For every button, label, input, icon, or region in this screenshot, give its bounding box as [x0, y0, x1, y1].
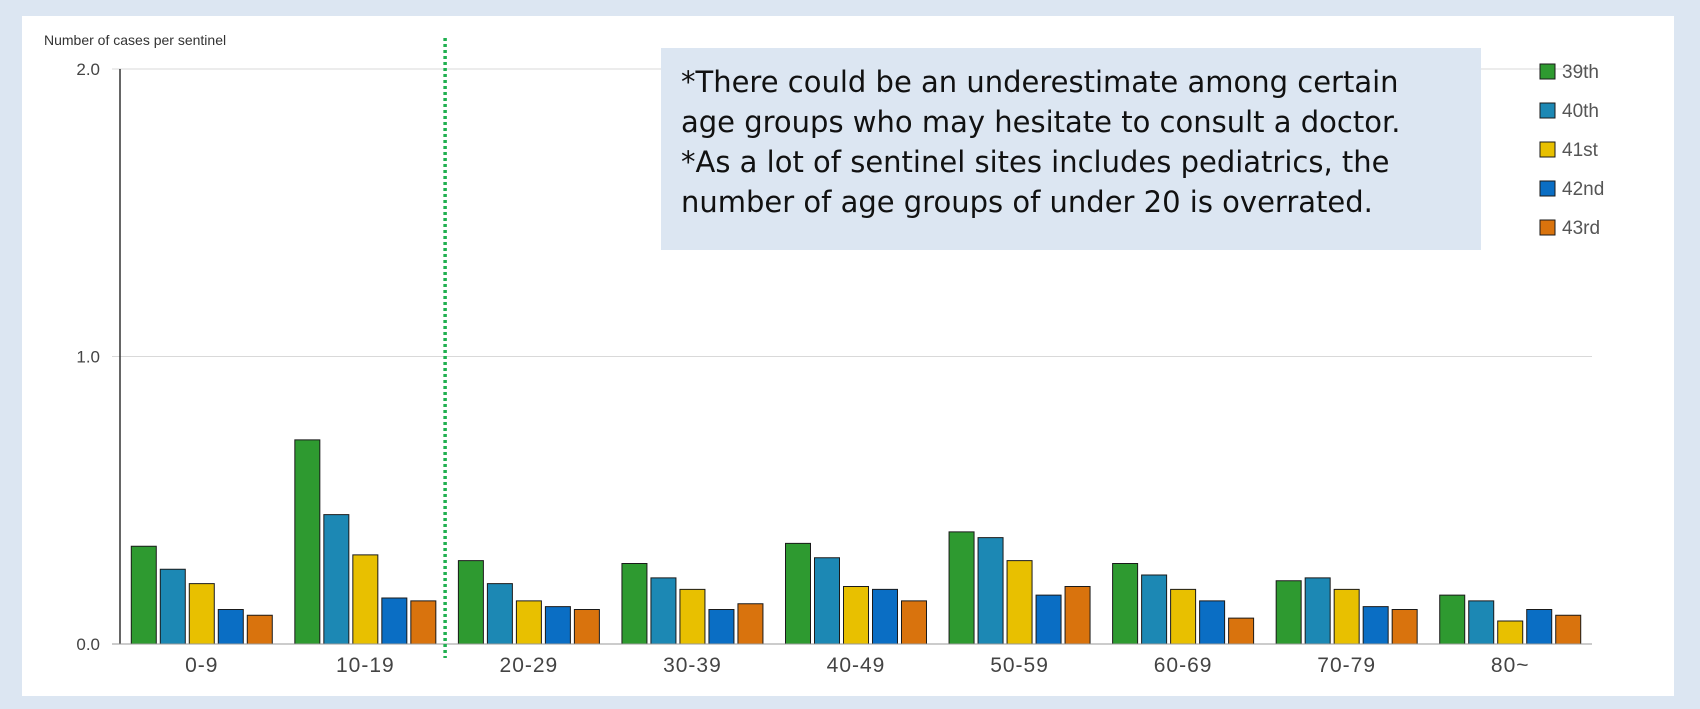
x-tick-label: 0-9 [185, 654, 218, 677]
bar [544, 606, 571, 645]
annotation-box: *There could be an underestimate among c… [661, 48, 1481, 250]
bar [188, 583, 215, 645]
bar [515, 600, 542, 645]
bar [1228, 617, 1255, 645]
bar [948, 531, 975, 645]
chart-frame: 0.0 1.0 2.0 0-9 10-19 20-29 30-39 40-49 50-59 60-… [22, 16, 1674, 696]
legend-swatch [1539, 180, 1556, 197]
bar [1468, 600, 1495, 645]
bar [573, 609, 600, 645]
legend-swatch [1539, 102, 1556, 119]
bar [159, 568, 186, 645]
legend-label: 40th [1562, 101, 1599, 122]
annotation-line: *There could be an underestimate among c… [681, 65, 1399, 99]
bar [457, 560, 484, 645]
bars [130, 439, 1582, 645]
y-tick-label: 0.0 [76, 635, 100, 654]
bar [381, 597, 408, 645]
bar [1391, 609, 1418, 645]
bar [901, 600, 927, 645]
x-tick-label: 70-79 [1317, 654, 1376, 677]
y-tick-label: 2.0 [76, 60, 100, 79]
bar [1275, 580, 1302, 645]
bar [872, 588, 898, 645]
bar [1170, 588, 1197, 645]
bar [217, 609, 244, 645]
bar [1333, 588, 1360, 645]
bar [814, 557, 840, 645]
x-tick-label: 20-29 [500, 654, 559, 677]
x-tick-label: 80~ [1491, 654, 1530, 677]
bar [1362, 606, 1389, 645]
legend: 39th 40th 41st 42nd 43rd [1539, 62, 1604, 239]
axes: 0.0 1.0 2.0 0-9 10-19 20-29 30-39 40-49 50-59 60-… [76, 38, 1592, 677]
bar [1497, 620, 1524, 645]
bar [977, 537, 1004, 645]
bar [1006, 560, 1033, 645]
bar [323, 514, 350, 645]
annotation-line: number of age groups of under 20 is over… [681, 185, 1373, 219]
x-tick-label: 50-59 [990, 654, 1049, 677]
bar [785, 542, 811, 645]
legend-label: 42nd [1562, 179, 1604, 200]
bar [650, 577, 677, 645]
legend-label: 43rd [1562, 218, 1600, 239]
legend-swatch [1539, 219, 1556, 236]
x-tick-label: 10-19 [336, 654, 395, 677]
bar [1141, 574, 1168, 645]
bar [294, 439, 321, 645]
annotation-line: *As a lot of sentinel sites includes ped… [681, 145, 1390, 179]
x-tick-label: 40-49 [827, 654, 886, 677]
bar [1526, 609, 1553, 645]
bar [1304, 577, 1331, 645]
bar [737, 603, 764, 645]
y-axis-label: Number of cases per sentinel [44, 32, 226, 48]
x-tick-label: 30-39 [663, 654, 722, 677]
bar [130, 545, 157, 645]
bar [843, 586, 869, 645]
legend-label: 41st [1562, 140, 1599, 161]
bar [1112, 563, 1139, 645]
y-tick-label: 1.0 [76, 348, 100, 367]
bar [410, 600, 437, 645]
bar-chart: 0.0 1.0 2.0 0-9 10-19 20-29 30-39 40-49 50-59 60-… [44, 32, 1604, 677]
bar [621, 563, 648, 645]
bar [246, 614, 273, 645]
bar [679, 588, 706, 645]
bar [1064, 586, 1091, 645]
bar [1199, 600, 1226, 645]
annotation-line: age groups who may hesitate to consult a… [681, 105, 1401, 139]
bar [708, 609, 735, 645]
legend-swatch [1539, 141, 1556, 158]
bar [352, 554, 379, 645]
legend-label: 39th [1562, 62, 1599, 83]
bar [1439, 594, 1466, 645]
bar [1555, 614, 1582, 645]
x-tick-label: 60-69 [1154, 654, 1213, 677]
bar [1035, 594, 1062, 645]
legend-swatch [1539, 63, 1556, 80]
bar [486, 583, 513, 645]
